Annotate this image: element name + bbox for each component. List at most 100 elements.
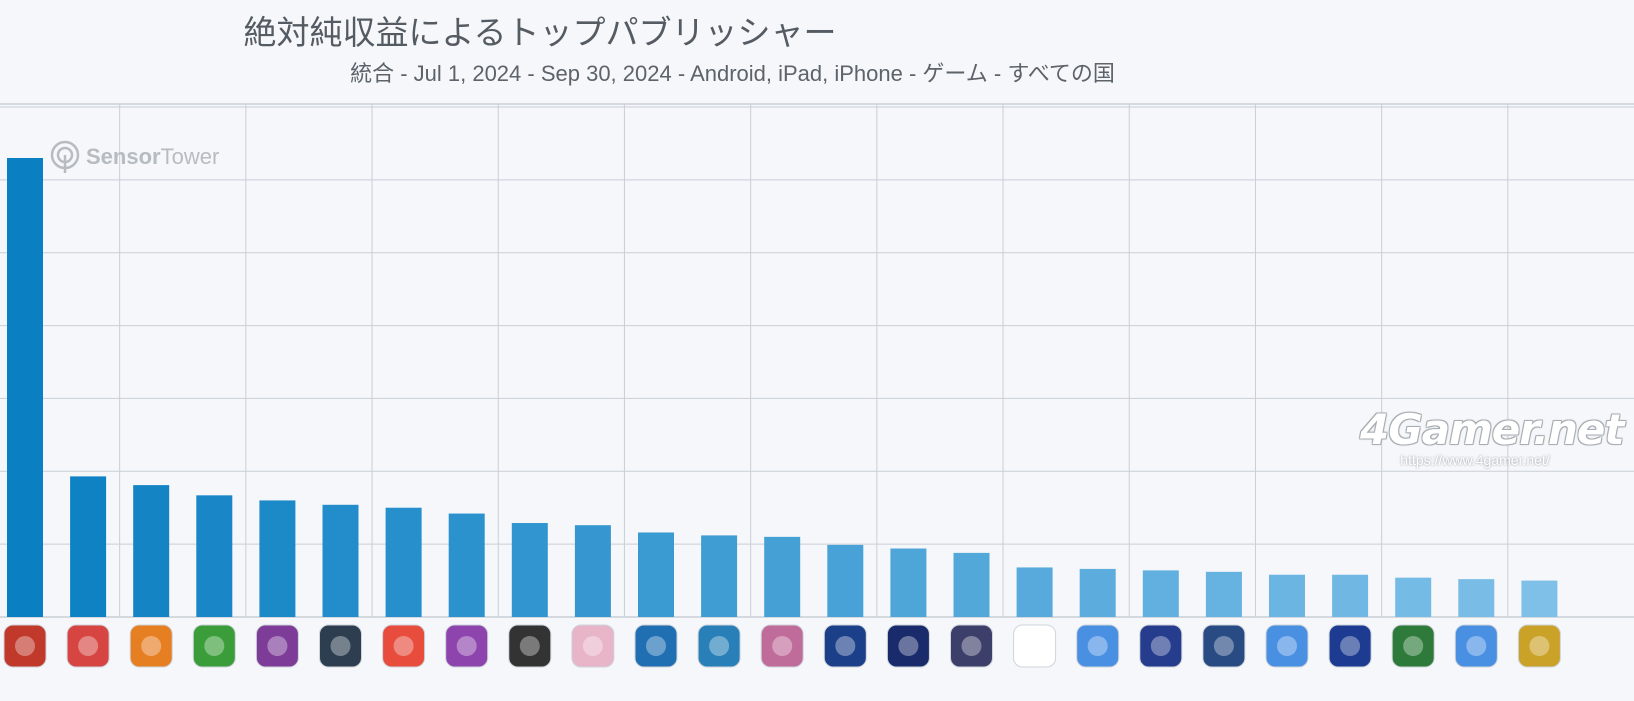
sensortower-watermark: SensorTower <box>50 140 219 174</box>
icon-glyph <box>330 636 351 656</box>
bar-25 <box>1521 580 1558 617</box>
icon-tile <box>3 624 47 668</box>
publisher-icon-candy <box>129 624 173 668</box>
publisher-icon-pokeball <box>1013 624 1057 668</box>
chart-title: 絶対純収益によるトップパブリッシャー <box>243 13 837 52</box>
icon-glyph <box>1340 636 1361 656</box>
publisher-icon-bingo <box>697 624 741 668</box>
bar-16 <box>953 552 990 617</box>
4gamer-url: https://www.4gamer.net/ <box>1400 452 1550 468</box>
icon-glyph <box>1466 636 1487 656</box>
icon-tile <box>950 624 993 668</box>
icon-glyph <box>1087 636 1108 656</box>
bar-3 <box>133 485 170 617</box>
icon-tile <box>886 624 930 668</box>
icon-tile <box>255 624 299 668</box>
icon-glyph <box>772 636 793 656</box>
icon-glyph <box>898 636 919 656</box>
bar-10 <box>574 525 611 617</box>
icon-tile <box>1202 624 1246 668</box>
publisher-icon-brawl-skull <box>319 624 362 668</box>
icon-glyph <box>1403 636 1424 656</box>
icon-tile <box>192 624 236 668</box>
bar-7 <box>385 507 422 617</box>
icon-glyph <box>204 636 225 656</box>
icon-tile <box>319 624 362 668</box>
icon-tile <box>760 624 804 668</box>
publisher-icon-monopoly <box>66 624 110 668</box>
bars <box>7 158 1558 617</box>
icon-glyph <box>267 636 288 656</box>
chart-subtitle: 統合 - Jul 1, 2024 - Sep 30, 2024 - Androi… <box>350 61 1115 86</box>
publisher-icon-blue-globe <box>634 624 678 668</box>
publisher-icon-yellow-glyph <box>255 624 299 668</box>
publisher-icon-tank <box>1517 624 1561 668</box>
icon-tile <box>129 624 173 668</box>
publisher-icon-anime-girl <box>571 624 615 668</box>
publisher-icon-orange-dog <box>382 624 426 668</box>
category-icons <box>3 624 1561 668</box>
icon-tile <box>634 624 678 668</box>
icon-tile <box>1139 624 1183 668</box>
bar-22 <box>1332 574 1369 617</box>
publisher-icon-dragon-ball <box>823 624 867 668</box>
icon-tile <box>445 624 489 668</box>
bar-5 <box>259 500 296 617</box>
bar-12 <box>701 535 738 617</box>
icon-tile <box>1517 624 1561 668</box>
publisher-icon-puzzle-x2 <box>1076 624 1120 668</box>
icon-tile <box>823 624 867 668</box>
sensortower-name-light: Tower <box>160 144 220 169</box>
sensortower-name-bold: Sensor <box>86 144 161 169</box>
icon-glyph <box>1150 636 1171 656</box>
icon-tile <box>1076 624 1120 668</box>
icon-glyph <box>709 636 730 656</box>
bar-8 <box>448 513 485 617</box>
publisher-icon-pig-character <box>760 624 804 668</box>
bar-19 <box>1142 570 1179 617</box>
4gamer-logo: 4Gamer.net <box>1360 405 1624 454</box>
icon-glyph <box>519 636 540 656</box>
icon-glyph <box>15 636 35 656</box>
bar-23 <box>1395 577 1432 617</box>
publisher-icon-afk <box>1202 624 1246 668</box>
bar-2 <box>70 476 107 617</box>
icon-glyph <box>1024 636 1045 656</box>
icon-glyph <box>141 636 162 656</box>
icon-tile <box>508 624 552 668</box>
icon-glyph <box>1529 636 1550 656</box>
icon-glyph <box>1277 636 1297 656</box>
bar-4 <box>196 495 233 617</box>
publisher-icon-ea-fc <box>1391 624 1435 668</box>
grid-lines <box>0 103 1634 618</box>
publisher-icon-dark-hero <box>950 624 993 668</box>
icon-glyph <box>1213 636 1234 656</box>
icon-glyph <box>646 636 666 656</box>
icon-tile <box>1265 624 1309 668</box>
publisher-icon-football-player <box>1328 624 1372 668</box>
bar-20 <box>1205 571 1242 617</box>
publisher-icon-fighter <box>1139 624 1183 668</box>
bar-17 <box>1016 567 1053 617</box>
publisher-icon-puzzle-x2-alt <box>1265 624 1309 668</box>
icon-glyph <box>961 636 982 656</box>
icon-tile <box>1013 624 1057 668</box>
bar-1 <box>7 158 43 617</box>
bar-14 <box>827 544 864 617</box>
publisher-icon-casino <box>886 624 930 668</box>
bar-21 <box>1269 574 1305 617</box>
bar-9 <box>511 523 548 617</box>
icon-glyph <box>456 636 477 656</box>
sensortower-logo-icon <box>50 140 80 173</box>
4gamer-watermark: 4Gamer.net https://www.4gamer.net/ <box>1360 405 1624 469</box>
icon-glyph <box>582 636 603 656</box>
bar-18 <box>1079 568 1116 617</box>
publisher-icon-green-field <box>192 624 236 668</box>
icon-tile <box>66 624 110 668</box>
bar-15 <box>890 548 927 617</box>
bar-11 <box>638 532 674 617</box>
icon-glyph <box>835 636 856 656</box>
bar-13 <box>764 536 801 617</box>
icon-glyph <box>393 636 414 656</box>
bar-6 <box>322 504 359 617</box>
